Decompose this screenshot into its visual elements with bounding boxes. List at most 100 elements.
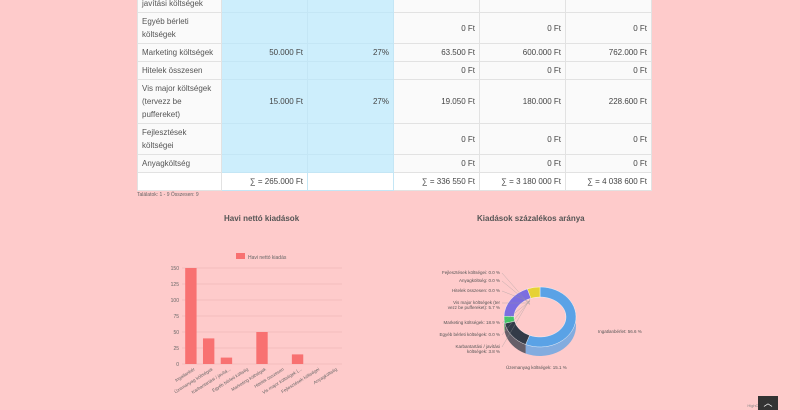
slice-label: Ingatlanbérlet: 56.6 % bbox=[598, 329, 642, 334]
slice-label-line: vezz be puffereket): 5.7 % bbox=[448, 305, 500, 310]
y-tick-label: 25 bbox=[173, 346, 179, 352]
row-label: Hitelek összesen bbox=[137, 61, 222, 80]
bar bbox=[202, 338, 215, 364]
table-cell bbox=[221, 154, 308, 173]
table-cell: 0 Ft bbox=[565, 154, 652, 173]
table-cell: 0 Ft bbox=[393, 61, 480, 80]
leader-line bbox=[501, 290, 531, 303]
expenses-table: javítási költségek Egyéb bérleti költsége… bbox=[137, 0, 652, 191]
slice bbox=[503, 288, 532, 317]
pie-chart-title: Kiadások százalékos aránya bbox=[477, 214, 585, 223]
table-cell: 0 Ft bbox=[479, 123, 566, 155]
y-tick-label: 50 bbox=[173, 330, 179, 336]
slice-label: Üzemanyag költségek: 15.1 % bbox=[506, 364, 567, 370]
table-cell: 180.000 Ft bbox=[479, 79, 566, 124]
table-row: javítási költségek bbox=[137, 0, 652, 13]
slice-label-line: Egyéb bérleti költségek: 0.0 % bbox=[439, 332, 500, 337]
bar-chart: Havi nettó kiadás0255075100125150Ingatla… bbox=[171, 253, 342, 395]
slice-label-line: Anyagköltség: 0.0 % bbox=[459, 278, 500, 283]
table-cell: 50.000 Ft bbox=[221, 43, 308, 62]
table-cell bbox=[393, 0, 480, 13]
table-info: Találatok: 1 - 9 Összesen: 9 bbox=[137, 192, 199, 198]
table-cell: 0 Ft bbox=[479, 154, 566, 173]
row-label: javítási költségek bbox=[137, 0, 222, 13]
empty-cell bbox=[137, 172, 222, 191]
table-cell bbox=[221, 0, 308, 13]
table-cell bbox=[221, 12, 308, 44]
bar bbox=[256, 332, 268, 364]
table-cell: 0 Ft bbox=[565, 12, 652, 44]
table-row: Fejlesztések költségei 0 Ft 0 Ft 0 Ft bbox=[137, 123, 652, 155]
pie-chart: Fejlesztések költségei: 0.0 % Anyagköltsé… bbox=[439, 270, 642, 370]
slice-label-line: Fejlesztések költségei: 0.0 % bbox=[442, 270, 500, 275]
slice-label: Egyéb bérleti költségek: 0.0 % bbox=[439, 332, 500, 337]
slice-label-line: Hitelek összesen: 0.0 % bbox=[452, 288, 500, 293]
slice-side bbox=[504, 323, 526, 354]
sum-cell: ∑ = 3 180 000 Ft bbox=[479, 172, 566, 191]
table-cell: 0 Ft bbox=[479, 61, 566, 80]
table-row: Hitelek összesen 0 Ft 0 Ft 0 Ft bbox=[137, 61, 652, 80]
table-cell: 600.000 Ft bbox=[479, 43, 566, 62]
table-cell bbox=[307, 123, 394, 155]
table-cell: 0 Ft bbox=[565, 61, 652, 80]
slice-label: Karbantartási / javítási költségek: 3.8 … bbox=[455, 344, 500, 354]
bar bbox=[220, 357, 233, 364]
bar bbox=[291, 354, 304, 364]
table-cell: 15.000 Ft bbox=[221, 79, 308, 124]
row-label: Fejlesztések költségei bbox=[137, 123, 222, 155]
table-cell: 0 Ft bbox=[393, 154, 480, 173]
row-label: Vis major költségek (tervezz be pufferek… bbox=[137, 79, 222, 124]
y-tick-label: 75 bbox=[173, 314, 179, 320]
slice-label: Anyagköltség: 0.0 % bbox=[459, 278, 500, 283]
leader-line bbox=[501, 272, 531, 306]
slice-label-line: Vis major költségek (ter bbox=[453, 300, 500, 305]
slice-label-line: Marketing költségek: 18.9 % bbox=[443, 320, 500, 325]
table-cell: 0 Ft bbox=[393, 12, 480, 44]
slice-label: Hitelek összesen: 0.0 % bbox=[452, 288, 500, 293]
expenses-table-wrap: javítási költségek Egyéb bérleti költsége… bbox=[137, 0, 652, 191]
bar bbox=[185, 268, 197, 364]
table-row: Egyéb bérleti költségek 0 Ft 0 Ft 0 Ft bbox=[137, 12, 652, 44]
leader-line bbox=[501, 300, 531, 324]
table-cell: 27% bbox=[307, 43, 394, 62]
table-row: Vis major költségek (tervezz be pufferek… bbox=[137, 79, 652, 124]
leader-line bbox=[501, 299, 531, 336]
sum-row: ∑ = 265.000 Ft ∑ = 336 550 Ft ∑ = 3 180 00… bbox=[137, 172, 652, 191]
y-tick-label: 0 bbox=[176, 362, 179, 368]
slice-label: Marketing költségek: 18.9 % bbox=[443, 320, 500, 325]
slice-label-line: költségek: 3.8 % bbox=[466, 349, 500, 354]
table-row: Marketing költségek 50.000 Ft 27% 63.500 Ft… bbox=[137, 43, 652, 62]
leader-line bbox=[501, 298, 531, 348]
table-cell: 0 Ft bbox=[565, 123, 652, 155]
y-tick-label: 125 bbox=[171, 282, 180, 288]
chevron-up-icon[interactable]: ︿ bbox=[758, 396, 778, 410]
empty-cell bbox=[307, 172, 394, 191]
table-cell bbox=[307, 0, 394, 13]
table-row: Anyagköltség 0 Ft 0 Ft 0 Ft bbox=[137, 154, 652, 173]
table-cell: 19.050 Ft bbox=[393, 79, 480, 124]
table-cell bbox=[479, 0, 566, 13]
table-cell bbox=[565, 0, 652, 13]
bar-chart-title: Havi nettó kiadások bbox=[224, 214, 300, 223]
slice bbox=[527, 286, 541, 299]
table-cell: 228.600 Ft bbox=[565, 79, 652, 124]
legend-swatch bbox=[236, 253, 245, 259]
slice-label-line: Karbantartási / javítási bbox=[455, 344, 500, 349]
row-label: Egyéb bérleti költségek bbox=[137, 12, 222, 44]
row-label: Marketing költségek bbox=[137, 43, 222, 62]
slice-label: Fejlesztések költségei: 0.0 % bbox=[442, 270, 500, 275]
table-cell bbox=[221, 61, 308, 80]
sum-cell: ∑ = 336 550 Ft bbox=[393, 172, 480, 191]
sum-cell: ∑ = 265.000 Ft bbox=[221, 172, 308, 191]
table-cell: 0 Ft bbox=[393, 123, 480, 155]
table-cell bbox=[221, 123, 308, 155]
legend-label: Havi nettó kiadás bbox=[248, 255, 287, 261]
sum-cell: ∑ = 4 038 600 Ft bbox=[565, 172, 652, 191]
y-tick-label: 100 bbox=[171, 298, 180, 304]
table-cell: 762.000 Ft bbox=[565, 43, 652, 62]
table-cell: 63.500 Ft bbox=[393, 43, 480, 62]
row-label: Anyagköltség bbox=[137, 154, 222, 173]
slice-label: Vis major költségek (ter vezz be pufferek… bbox=[448, 300, 501, 310]
table-cell bbox=[307, 154, 394, 173]
table-cell bbox=[307, 61, 394, 80]
